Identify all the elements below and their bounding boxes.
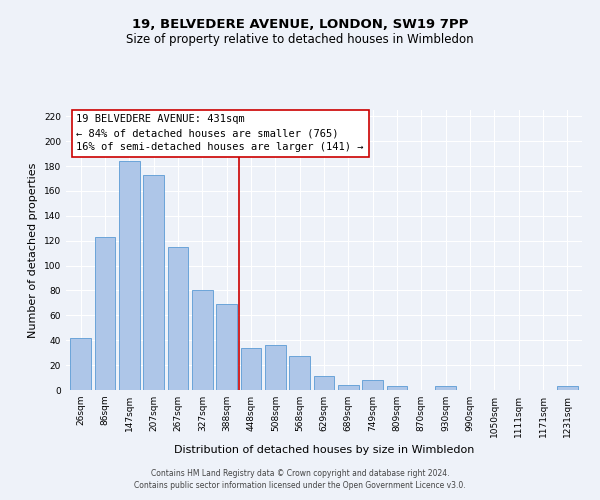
- Text: 19 BELVEDERE AVENUE: 431sqm
← 84% of detached houses are smaller (765)
16% of se: 19 BELVEDERE AVENUE: 431sqm ← 84% of det…: [76, 114, 364, 152]
- Bar: [362, 380, 383, 390]
- Bar: [241, 348, 262, 390]
- Bar: [314, 376, 334, 390]
- Text: 19, BELVEDERE AVENUE, LONDON, SW19 7PP: 19, BELVEDERE AVENUE, LONDON, SW19 7PP: [132, 18, 468, 30]
- Bar: [70, 338, 91, 390]
- Bar: [338, 385, 359, 390]
- Bar: [289, 356, 310, 390]
- Text: Size of property relative to detached houses in Wimbledon: Size of property relative to detached ho…: [126, 32, 474, 46]
- Bar: [167, 247, 188, 390]
- Y-axis label: Number of detached properties: Number of detached properties: [28, 162, 38, 338]
- Text: Contains public sector information licensed under the Open Government Licence v3: Contains public sector information licen…: [134, 481, 466, 490]
- Bar: [436, 386, 456, 390]
- Bar: [265, 345, 286, 390]
- Bar: [192, 290, 212, 390]
- Bar: [216, 304, 237, 390]
- Bar: [386, 386, 407, 390]
- Bar: [557, 386, 578, 390]
- X-axis label: Distribution of detached houses by size in Wimbledon: Distribution of detached houses by size …: [174, 446, 474, 456]
- Bar: [143, 174, 164, 390]
- Text: Contains HM Land Registry data © Crown copyright and database right 2024.: Contains HM Land Registry data © Crown c…: [151, 468, 449, 477]
- Bar: [119, 161, 140, 390]
- Bar: [95, 237, 115, 390]
